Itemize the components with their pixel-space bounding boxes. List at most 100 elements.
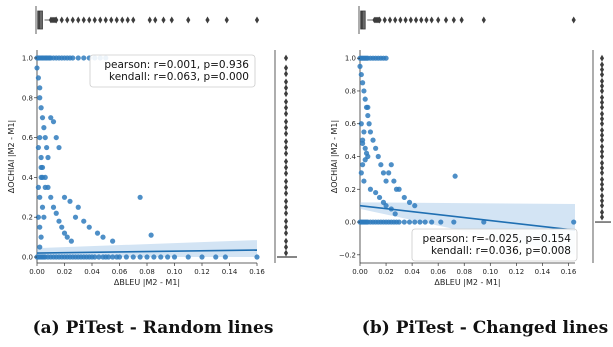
pearson-stat: pearson: r=-0.025, p=0.154 (423, 233, 572, 245)
top-marginal-outlier (92, 16, 97, 24)
right-marginal-outlier (283, 84, 289, 92)
scatter-point (110, 238, 116, 244)
top-marginal-outlier (186, 16, 191, 24)
right-marginal-outlier (599, 126, 605, 134)
scatter-point (130, 254, 136, 260)
y-tick-label: 0.2 (345, 186, 356, 194)
right-marginal-outlier (283, 158, 289, 165)
scatter-point (39, 204, 46, 210)
scatter-point (370, 137, 376, 143)
right-marginal-outlier (599, 54, 605, 62)
regression-line (359, 204, 576, 232)
scatter-point (383, 55, 389, 61)
scatter-point (53, 134, 59, 141)
top-marginal-outlier (131, 16, 136, 24)
right-marginal-outlier (599, 176, 605, 183)
right-marginal-outlier (283, 217, 289, 225)
right-marginal-outlier (599, 66, 605, 74)
right-marginal-outlier (283, 64, 289, 72)
right-marginal-outlier (599, 208, 605, 216)
scatter-point (116, 254, 123, 260)
top-marginal-outlier (387, 16, 393, 24)
right-marginal-outlier (599, 110, 605, 118)
scatter-point (213, 254, 219, 260)
scatter-point (44, 144, 50, 151)
scatter-point (41, 214, 47, 220)
right-marginal-outlier (599, 213, 605, 221)
top-marginal-outlier (103, 16, 108, 24)
scatter-point (38, 174, 44, 181)
scatter-point (39, 164, 46, 171)
scatter-point (375, 153, 381, 160)
right-marginal-outlier (599, 202, 605, 210)
scatter-point (373, 145, 379, 151)
scatter-point (56, 144, 62, 151)
top-marginal-outlier (125, 16, 130, 24)
scatter-point (373, 189, 379, 196)
y-tick-label: 1.0 (22, 54, 33, 62)
scatter-point (137, 194, 143, 200)
top-marginal-outlier (459, 16, 464, 24)
scatter-point (417, 219, 423, 225)
stats-box (411, 228, 578, 262)
top-marginal-outlier (120, 16, 125, 24)
top-marginal-outlier (436, 16, 441, 24)
right-marginal-outlier (283, 110, 289, 118)
scatter-point (35, 214, 41, 220)
scatter-point (45, 154, 51, 161)
panel-0: 0.00 0.02 0.04 0.06 0.08 0.10 0.12 0.14 0.16 0.0 0… (7, 6, 297, 287)
y-tick-label: −0.2 (339, 251, 356, 259)
scatter-point (59, 224, 65, 230)
scatter-point (367, 186, 374, 192)
right-marginal-outlier (599, 153, 605, 160)
stats-box (89, 54, 256, 88)
top-marginal-outlier (70, 16, 75, 24)
scatter-point (452, 173, 458, 179)
right-marginal-outlier (283, 249, 289, 257)
scatter-point (386, 170, 392, 176)
scatter-point (56, 218, 62, 224)
scatter-point (35, 144, 41, 151)
y-tick-label: 0.0 (22, 254, 33, 262)
scatter-point (105, 254, 112, 260)
scatter-point (110, 254, 116, 260)
y-axis-label: ΔOCHIAI |M2 - M1| (7, 120, 16, 193)
top-marginal-outlier (153, 16, 158, 24)
top-marginal-outlier (87, 16, 92, 24)
scatter-point (61, 230, 68, 236)
x-tick-label: 0.12 (194, 268, 210, 276)
scatter-point (358, 71, 364, 78)
scatter-point (45, 184, 51, 190)
right-marginal-outlier (283, 98, 289, 106)
scatter-point (94, 230, 101, 236)
right-marginal-outlier (283, 138, 289, 145)
scatter-point (41, 125, 47, 131)
right-marginal-outlier (283, 130, 289, 138)
x-tick-label: 0.08 (139, 268, 155, 276)
top-marginal-outlier (408, 16, 413, 24)
kendall-stat: kendall: r=0.036, p=0.008 (431, 245, 571, 257)
top-marginal-outlier (443, 16, 449, 24)
right-marginal-outlier (283, 243, 289, 251)
scatter-point (357, 63, 363, 69)
scatter-point (406, 199, 413, 205)
scatter-point (412, 203, 418, 209)
y-tick-label: 0.6 (345, 120, 357, 128)
scatter-point (362, 96, 368, 102)
x-axis-label: ΔBLEU |M2 - M1| (434, 278, 500, 287)
right-marginal-outlier (599, 71, 605, 78)
right-marginal-outlier (283, 170, 289, 177)
scatter-point (64, 234, 70, 240)
right-marginal-outlier (283, 203, 289, 211)
top-marginal-outlier (413, 16, 419, 24)
right-marginal-outlier (283, 150, 289, 157)
right-marginal-outlier (599, 197, 605, 205)
scatter-point (100, 234, 106, 240)
right-marginal-outlier (599, 169, 605, 177)
scatter-point (144, 254, 150, 260)
top-marginal-outlier (65, 16, 70, 24)
right-marginal-outlier (283, 189, 289, 197)
y-tick-label: 0.0 (345, 219, 356, 227)
right-marginal-outlier (283, 78, 289, 86)
scatter-point (148, 232, 154, 238)
